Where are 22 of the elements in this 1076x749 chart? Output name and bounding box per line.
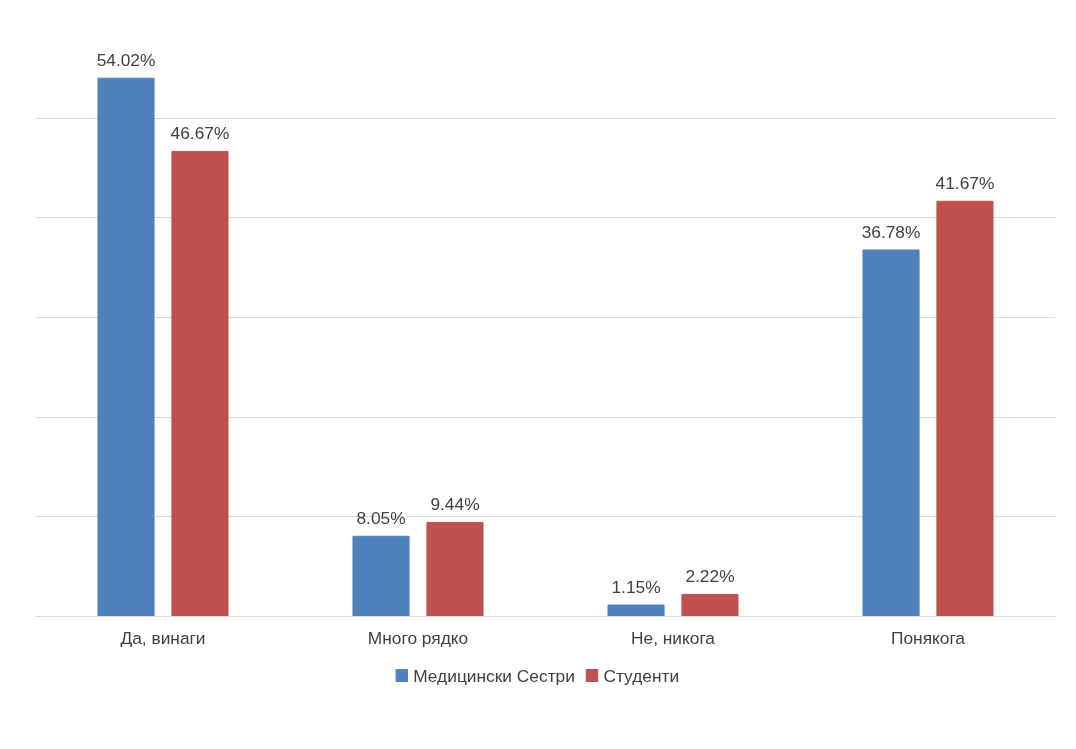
legend-label: Студенти: [603, 665, 680, 686]
data-label: 41.67%: [935, 173, 995, 194]
bar: [97, 77, 155, 617]
x-tick-label: Много рядко: [367, 627, 469, 648]
data-label: 54.02%: [96, 50, 156, 71]
x-tick-label: Понякога: [890, 627, 966, 648]
bar: [936, 200, 994, 617]
data-label: 8.05%: [356, 508, 406, 529]
x-tick-label: Да, винаги: [120, 627, 206, 648]
bar: [607, 604, 665, 617]
data-label: 36.78%: [861, 221, 921, 242]
x-tick-label: Не, никога: [630, 627, 716, 648]
bar: [426, 521, 484, 617]
data-label: 1.15%: [611, 577, 661, 598]
bar: [171, 150, 229, 617]
bar: [681, 593, 739, 617]
legend-label: Медицински Сестри: [413, 665, 575, 686]
bar: [862, 249, 920, 617]
bar: [352, 535, 410, 617]
data-label: 46.67%: [170, 123, 230, 144]
data-label: 2.22%: [685, 566, 735, 587]
data-label: 9.44%: [430, 494, 480, 515]
